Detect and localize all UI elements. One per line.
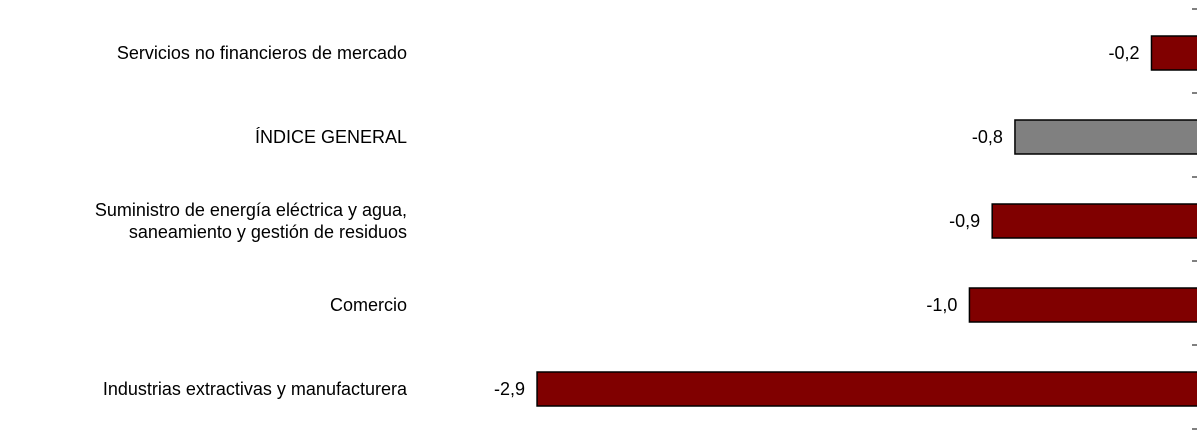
category-label: Suministro de energía eléctrica y agua, … (94, 200, 407, 242)
bars-group (536, 35, 1197, 407)
bar-2 (991, 203, 1197, 239)
axis-ticks (1192, 8, 1197, 430)
value-label: -0,8 (972, 127, 1003, 147)
value-label: -0,2 (1108, 43, 1139, 63)
bar-3 (968, 287, 1197, 323)
value-labels-group: -0,2 -0,8 -0,9 -1,0 -2,9 (494, 43, 1139, 399)
category-label: Servicios no financieros de mercado (116, 43, 407, 63)
category-label: ÍNDICE GENERAL (254, 127, 407, 147)
category-label: Comercio (329, 295, 407, 315)
value-label: -0,9 (949, 211, 980, 231)
bar-4 (536, 371, 1197, 407)
value-label: -2,9 (494, 379, 525, 399)
bar-0 (1150, 35, 1197, 71)
bar-1 (1014, 119, 1197, 155)
category-label: Industrias extractivas y manufacturera (102, 379, 407, 399)
value-label: -1,0 (926, 295, 957, 315)
